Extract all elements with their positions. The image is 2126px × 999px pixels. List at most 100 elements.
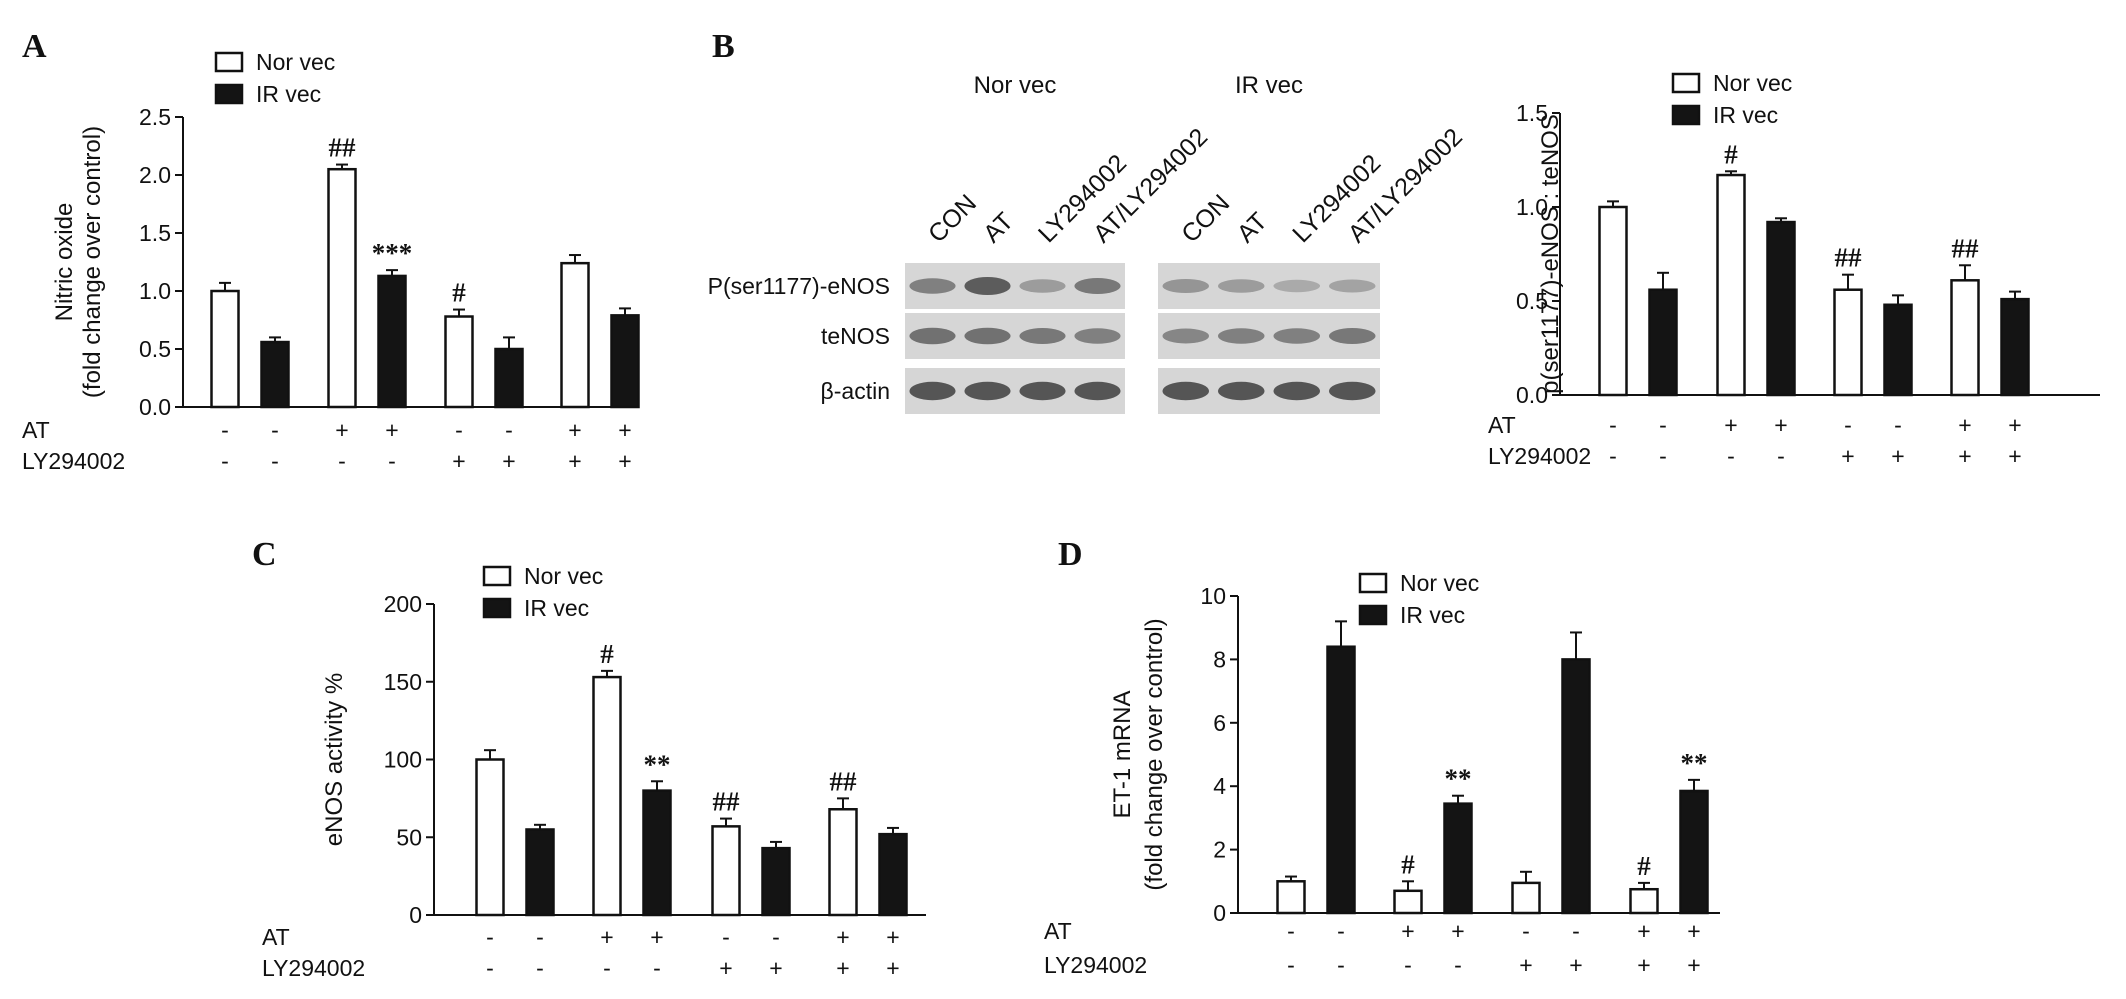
y-tick-label-b: 0.0 (1516, 382, 1548, 408)
condition-symbol: + (836, 924, 849, 950)
condition-symbol: + (502, 448, 515, 474)
significance-mark: # (1401, 849, 1415, 879)
bar-nor-vec (1276, 880, 1306, 915)
condition-symbol: + (1637, 918, 1650, 944)
y-tick-label-c: 100 (384, 747, 422, 773)
condition-symbol: - (271, 417, 279, 443)
condition-symbol: - (1287, 952, 1295, 978)
legend-swatch-nor-vec (1671, 72, 1701, 94)
condition-symbol: + (568, 417, 581, 443)
y-tick-label-d: 4 (1213, 773, 1226, 799)
condition-symbol: - (1609, 412, 1617, 438)
y-tick-label-b: 1.5 (1516, 100, 1548, 126)
blot-group-label: IR vec (1235, 72, 1303, 99)
legend-label-nor-vec: Nor vec (1400, 570, 1479, 596)
condition-symbol: + (719, 955, 732, 981)
blot-row-label: β-actin (821, 378, 890, 404)
legend-swatch-ir-vec (214, 83, 244, 105)
blot-band (1273, 279, 1321, 293)
condition-symbol: - (221, 448, 229, 474)
bar-ir-vec (1679, 789, 1709, 915)
bar-nor-vec (711, 825, 741, 917)
bar-nor-vec (210, 289, 240, 409)
condition-label-at: AT (1488, 412, 1516, 438)
condition-symbol: - (1404, 952, 1412, 978)
legend-swatch-ir-vec (1671, 104, 1701, 126)
condition-symbol: + (1637, 952, 1650, 978)
bar-nor-vec (560, 261, 590, 409)
bar-ir-vec (1883, 303, 1913, 397)
bar-nor-vec (592, 675, 622, 917)
condition-symbol: + (2008, 443, 2021, 469)
blot-band (964, 327, 1011, 345)
blot-band (1328, 279, 1376, 293)
blot-band (1019, 279, 1066, 293)
y-axis-label-d: ET-1 mRNA (1109, 690, 1136, 818)
bar-nor-vec (1716, 173, 1746, 397)
blot-lane-label: CON (1176, 189, 1235, 248)
blot-band (909, 278, 956, 294)
condition-symbol: - (536, 955, 544, 981)
y-axis-label-c: eNOS activity % (321, 673, 348, 846)
condition-symbol: - (1337, 918, 1345, 944)
y-tick-label-b: 0.5 (1516, 288, 1548, 314)
bar-nor-vec (327, 167, 357, 409)
significance-mark: ## (1835, 243, 1863, 273)
legend-label-nor-vec: Nor vec (1713, 70, 1792, 96)
bar-ir-vec (2000, 297, 2030, 397)
blot-band (1019, 381, 1066, 401)
bar-nor-vec (1598, 205, 1628, 397)
blot-band (964, 277, 1011, 295)
condition-symbol: - (722, 924, 730, 950)
bar-ir-vec (1766, 220, 1796, 397)
condition-symbol: - (1727, 443, 1735, 469)
blot-band (1328, 381, 1376, 401)
condition-symbol: + (568, 448, 581, 474)
y-tick-label-c: 200 (384, 591, 422, 617)
legend-label-ir-vec: IR vec (1713, 102, 1778, 128)
panel-letter-a: A (22, 28, 47, 65)
condition-symbol: + (1958, 443, 1971, 469)
condition-symbol: + (1569, 952, 1582, 978)
significance-mark: ## (713, 787, 741, 817)
condition-symbol: + (1891, 443, 1904, 469)
y-tick-label-d: 6 (1213, 710, 1226, 736)
blot-lane-label: AT (1232, 207, 1273, 248)
condition-symbol: + (1724, 412, 1737, 438)
condition-symbol: + (1841, 443, 1854, 469)
condition-label-ly294002: LY294002 (1044, 952, 1147, 978)
bar-ir-vec (1443, 802, 1473, 915)
legend-label-ir-vec: IR vec (256, 81, 321, 107)
bar-ir-vec (377, 274, 407, 409)
significance-mark: *** (372, 238, 413, 268)
significance-mark: ## (1952, 233, 1980, 263)
significance-mark: # (600, 639, 614, 669)
significance-mark: # (452, 278, 466, 308)
bar-ir-vec (761, 846, 791, 917)
condition-symbol: - (1337, 952, 1345, 978)
condition-symbol: - (338, 448, 346, 474)
blot-lane-label: AT (978, 207, 1019, 248)
chart-b: 0.00.51.01.5p(ser1177)-eNOS : teNOS ### ##… (1488, 70, 2100, 469)
y-tick-label-a: 1.5 (139, 220, 171, 246)
bar-nor-vec (828, 808, 858, 917)
y-axis-label-b: p(ser1177)-eNOS : teNOS (1537, 114, 1564, 394)
condition-symbol: - (505, 417, 513, 443)
y-tick-label-a: 2.0 (139, 162, 171, 188)
legend-label-nor-vec: Nor vec (524, 563, 603, 589)
condition-symbol: + (1687, 918, 1700, 944)
condition-symbol: + (385, 417, 398, 443)
blot-band (1162, 381, 1210, 401)
blot-band (1074, 278, 1121, 294)
condition-symbol: - (1572, 918, 1580, 944)
bar-nor-vec (1833, 288, 1863, 397)
y-tick-label-a: 2.5 (139, 104, 171, 130)
condition-symbol: + (452, 448, 465, 474)
significance-mark: # (1637, 851, 1651, 881)
condition-symbol: + (836, 955, 849, 981)
bar-ir-vec (1326, 645, 1356, 915)
condition-symbol: + (618, 417, 631, 443)
blot-band (1162, 279, 1210, 293)
condition-symbol: - (1609, 443, 1617, 469)
